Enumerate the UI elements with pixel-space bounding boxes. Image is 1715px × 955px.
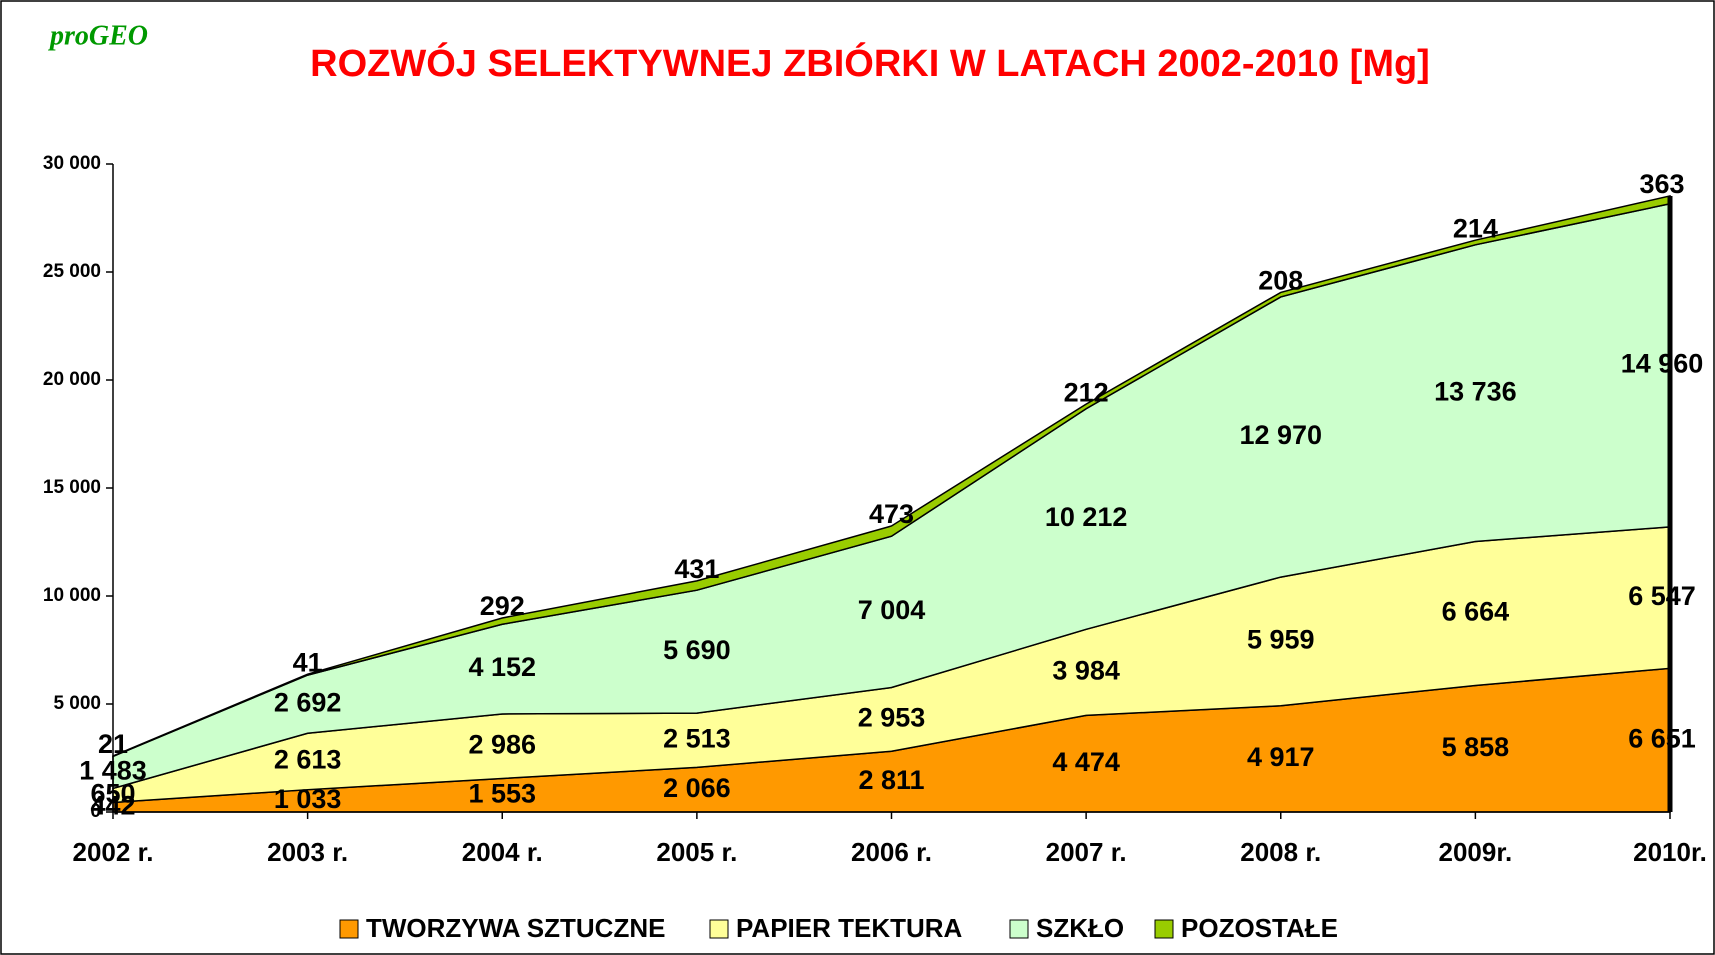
x-tick-label: 2004 r. bbox=[462, 837, 543, 867]
data-label: 431 bbox=[674, 554, 719, 584]
data-label: 292 bbox=[480, 591, 525, 621]
data-label: 4 474 bbox=[1052, 747, 1120, 777]
x-tick-label: 2009r. bbox=[1439, 837, 1513, 867]
y-tick-label: 0 bbox=[90, 801, 101, 822]
data-label: 2 513 bbox=[663, 723, 731, 753]
y-tick-label: 5 000 bbox=[53, 693, 101, 714]
data-label: 41 bbox=[293, 647, 323, 677]
data-label: 6 547 bbox=[1628, 581, 1696, 611]
data-label: 14 960 bbox=[1621, 348, 1704, 378]
logo: proGEO bbox=[48, 20, 148, 51]
data-label: 5 690 bbox=[663, 635, 731, 665]
x-tick-label: 2006 r. bbox=[851, 837, 932, 867]
data-label: 2 692 bbox=[274, 687, 342, 717]
data-label: 21 bbox=[98, 729, 128, 759]
data-label: 1 483 bbox=[79, 756, 147, 786]
data-label: 4 152 bbox=[468, 652, 536, 682]
data-label: 3 984 bbox=[1052, 655, 1120, 685]
y-tick-label: 15 000 bbox=[43, 477, 101, 498]
x-tick-label: 2008 r. bbox=[1240, 837, 1321, 867]
data-label: 214 bbox=[1453, 213, 1498, 243]
x-tick-label: 2007 r. bbox=[1046, 837, 1127, 867]
data-label: 2 613 bbox=[274, 745, 342, 775]
data-label: 2 811 bbox=[858, 765, 924, 795]
data-label: 1 033 bbox=[274, 784, 342, 814]
data-label: 6 664 bbox=[1442, 597, 1510, 627]
y-tick-label: 25 000 bbox=[43, 261, 101, 282]
data-label: 2 953 bbox=[858, 703, 926, 733]
legend-label: POZOSTAŁE bbox=[1181, 913, 1338, 943]
legend-label: TWORZYWA SZTUCZNE bbox=[366, 913, 665, 943]
x-tick-label: 2003 r. bbox=[267, 837, 348, 867]
data-label: 10 212 bbox=[1045, 502, 1128, 532]
x-tick-label: 2005 r. bbox=[656, 837, 737, 867]
data-label: 208 bbox=[1258, 266, 1303, 296]
y-tick-label: 30 000 bbox=[43, 153, 101, 174]
data-label: 5 959 bbox=[1247, 625, 1315, 655]
data-label: 4 917 bbox=[1247, 742, 1315, 772]
data-label: 212 bbox=[1064, 377, 1109, 407]
legend-swatch bbox=[1154, 919, 1174, 939]
x-tick-label: 2010r. bbox=[1633, 837, 1707, 867]
data-label: 363 bbox=[1639, 169, 1684, 199]
data-label: 2 066 bbox=[663, 773, 731, 803]
data-label: 6 651 bbox=[1628, 723, 1696, 753]
legend-label: PAPIER TEKTURA bbox=[736, 913, 963, 943]
y-tick-label: 10 000 bbox=[43, 585, 101, 606]
y-tick-label: 20 000 bbox=[43, 369, 101, 390]
legend-swatch bbox=[709, 919, 729, 939]
data-label: 13 736 bbox=[1434, 376, 1517, 406]
data-label: 7 004 bbox=[858, 595, 926, 625]
x-tick-label: 2002 r. bbox=[73, 837, 154, 867]
data-label: 650 bbox=[90, 779, 135, 809]
data-label: 12 970 bbox=[1239, 420, 1322, 450]
legend-label: SZKŁO bbox=[1036, 913, 1124, 943]
data-label: 473 bbox=[869, 499, 914, 529]
legend-swatch bbox=[1009, 919, 1029, 939]
data-label: 442 bbox=[90, 790, 135, 820]
legend-swatch bbox=[339, 919, 359, 939]
data-label: 2 986 bbox=[468, 729, 536, 759]
data-label: 5 858 bbox=[1442, 732, 1510, 762]
data-label: 1 553 bbox=[468, 778, 536, 808]
chart-title: ROZWÓJ SELEKTYWNEJ ZBIÓRKI W LATACH 2002… bbox=[310, 41, 1430, 85]
